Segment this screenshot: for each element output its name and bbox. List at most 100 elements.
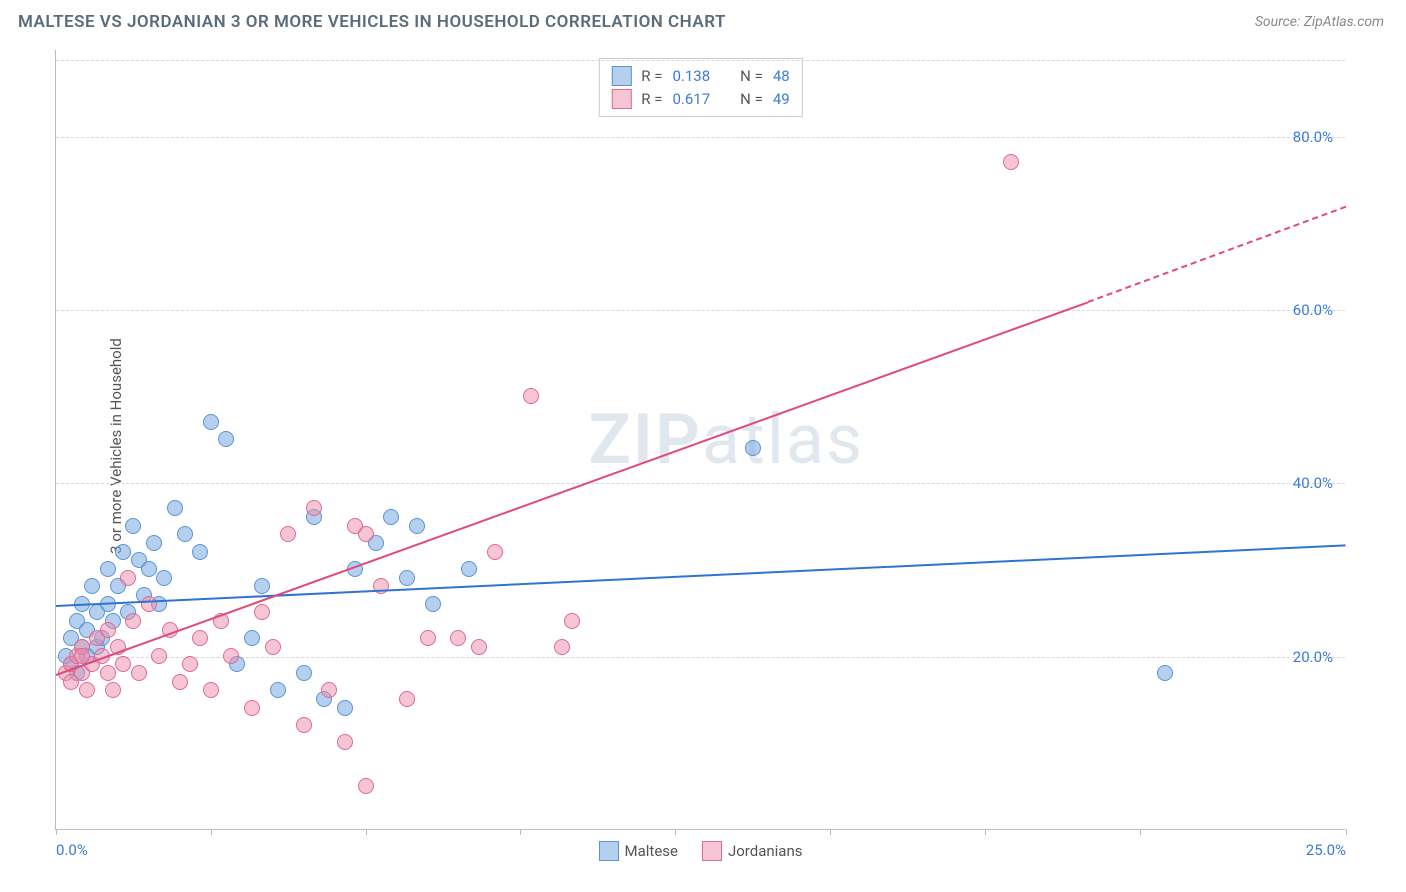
data-point (115, 544, 131, 560)
r-value: 0.617 (672, 88, 710, 111)
data-point (487, 544, 503, 560)
data-point (461, 561, 477, 577)
data-point (84, 578, 100, 594)
data-point (146, 535, 162, 551)
data-point (450, 630, 466, 646)
data-point (564, 613, 580, 629)
x-tick (211, 829, 212, 835)
legend-item: Maltese (599, 841, 678, 861)
legend-item: Jordanians (702, 841, 803, 861)
data-point (420, 630, 436, 646)
data-point (120, 570, 136, 586)
n-value: 48 (773, 65, 790, 88)
x-tick (985, 829, 986, 835)
y-tick-label: 60.0% (1293, 301, 1333, 319)
r-value: 0.138 (672, 65, 710, 88)
n-label: N = (740, 65, 763, 88)
data-point (358, 778, 374, 794)
data-point (254, 578, 270, 594)
series-legend: Maltese Jordanians (599, 841, 803, 861)
data-point (244, 630, 260, 646)
data-point (554, 639, 570, 655)
series-swatch (702, 841, 722, 861)
data-point (203, 414, 219, 430)
data-point (167, 500, 183, 516)
data-point (383, 509, 399, 525)
r-label: R = (641, 88, 662, 111)
n-value: 49 (773, 88, 790, 111)
data-point (337, 734, 353, 750)
data-point (115, 656, 131, 672)
data-point (745, 440, 761, 456)
data-point (296, 717, 312, 733)
gridline (56, 657, 1345, 658)
data-point (192, 544, 208, 560)
data-point (1003, 154, 1019, 170)
legend-label: Maltese (625, 842, 678, 860)
x-tick (1140, 829, 1141, 835)
stats-row: R = 0.617 N = 49 (611, 88, 789, 111)
trend-line (56, 544, 1346, 607)
data-point (105, 682, 121, 698)
x-tick-label: 0.0% (56, 841, 88, 859)
series-swatch (611, 89, 631, 109)
data-point (218, 431, 234, 447)
chart-title: MALTESE VS JORDANIAN 3 OR MORE VEHICLES … (18, 12, 726, 32)
x-tick (830, 829, 831, 835)
series-swatch (611, 66, 631, 86)
stats-row: R =0.138N =48 (611, 65, 789, 88)
data-point (270, 682, 286, 698)
x-tick (366, 829, 367, 835)
data-point (125, 518, 141, 534)
data-point (321, 682, 337, 698)
gridline (56, 137, 1345, 138)
x-tick (56, 829, 57, 835)
x-tick (1346, 829, 1347, 835)
data-point (192, 630, 208, 646)
data-point (280, 526, 296, 542)
data-point (425, 596, 441, 612)
data-point (182, 656, 198, 672)
gridline (56, 60, 1345, 61)
stats-legend: R = 0.138 N = 48R = 0.617 N = 49 (598, 58, 802, 117)
x-tick-label: 25.0% (1306, 841, 1346, 859)
y-tick-label: 80.0% (1293, 128, 1333, 146)
series-swatch (599, 841, 619, 861)
data-point (203, 682, 219, 698)
data-point (1157, 665, 1173, 681)
x-tick (675, 829, 676, 835)
source-attribution: Source: ZipAtlas.com (1255, 14, 1384, 30)
data-point (172, 674, 188, 690)
y-tick-label: 20.0% (1293, 648, 1333, 666)
trend-line-extrapolated (1088, 206, 1347, 303)
y-tick-label: 40.0% (1293, 474, 1333, 492)
gridline (56, 483, 1345, 484)
data-point (141, 561, 157, 577)
data-point (79, 682, 95, 698)
data-point (306, 500, 322, 516)
data-point (100, 622, 116, 638)
data-point (399, 691, 415, 707)
data-point (254, 604, 270, 620)
data-point (156, 570, 172, 586)
data-point (177, 526, 193, 542)
gridline (56, 310, 1345, 311)
data-point (100, 665, 116, 681)
data-point (244, 700, 260, 716)
data-point (399, 570, 415, 586)
data-point (523, 388, 539, 404)
n-label: N = (740, 88, 763, 111)
data-point (131, 665, 147, 681)
data-point (471, 639, 487, 655)
data-point (358, 526, 374, 542)
data-point (409, 518, 425, 534)
legend-label: Jordanians (728, 842, 803, 860)
data-point (100, 561, 116, 577)
data-point (151, 648, 167, 664)
data-point (296, 665, 312, 681)
x-tick (520, 829, 521, 835)
data-point (223, 648, 239, 664)
data-point (265, 639, 281, 655)
scatter-plot: ZIPatlas R =0.138N =48R =0.617N =49 Malt… (55, 50, 1345, 830)
data-point (337, 700, 353, 716)
